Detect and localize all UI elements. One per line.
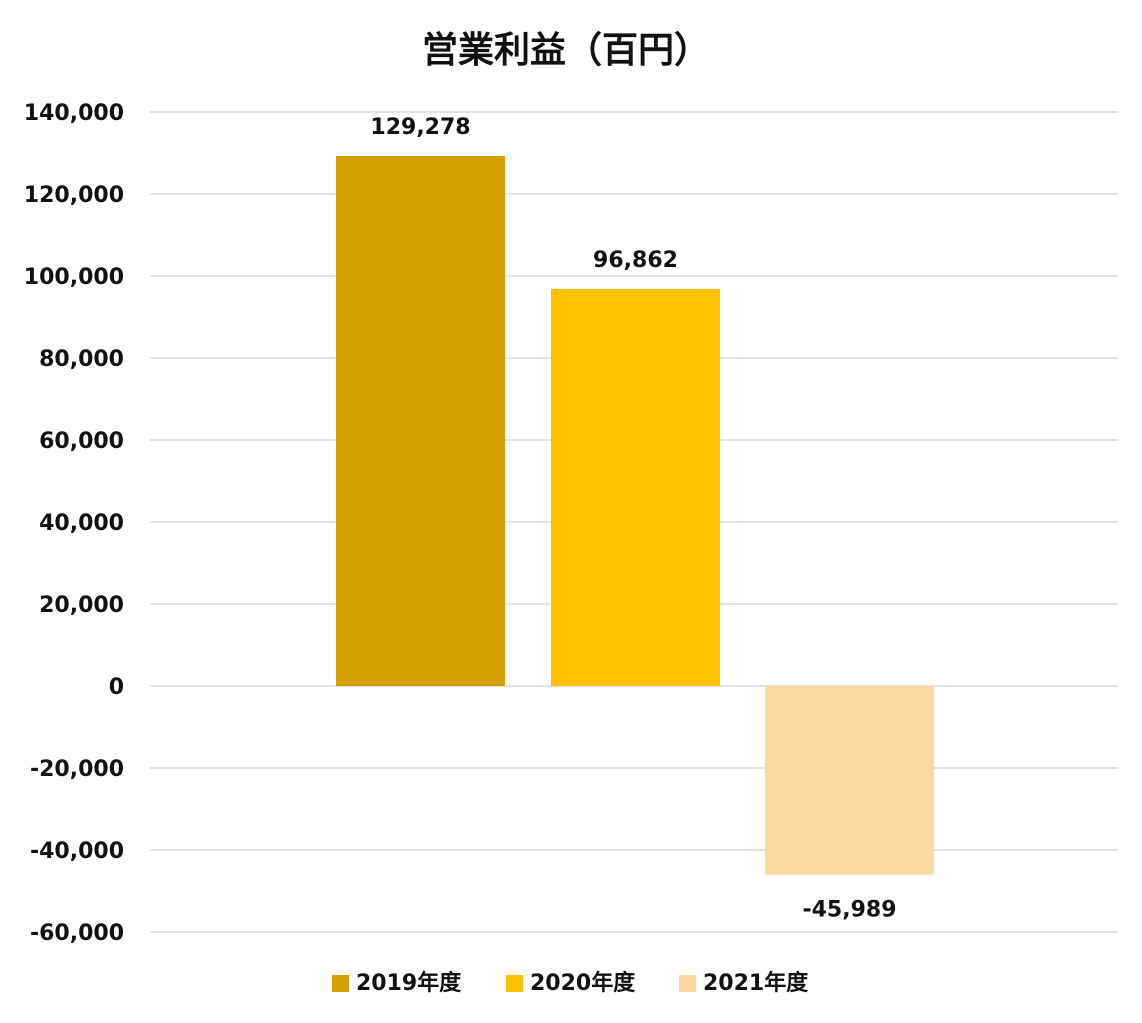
legend: 2019年度 2020年度 2021年度	[332, 970, 809, 996]
y-tick-label: -20,000	[30, 757, 124, 782]
legend-swatch	[506, 975, 523, 992]
y-tick-label: 100,000	[24, 265, 124, 290]
y-tick-label: 80,000	[39, 347, 124, 372]
data-labels: 129,278 96,862 -45,989	[370, 115, 896, 923]
chart-title: 営業利益（百円）	[422, 30, 710, 71]
y-tick-label: -40,000	[30, 839, 124, 864]
data-label: 129,278	[370, 115, 470, 140]
data-label: -45,989	[802, 898, 896, 923]
legend-label: 2021年度	[703, 970, 809, 996]
bar-2019年度	[336, 155, 505, 686]
legend-swatch	[679, 975, 696, 992]
data-label: 96,862	[593, 248, 678, 273]
y-tick-label: 140,000	[24, 101, 124, 126]
legend-swatch	[332, 975, 349, 992]
y-tick-label: 40,000	[39, 511, 124, 536]
y-tick-label: 60,000	[39, 429, 124, 454]
legend-label: 2020年度	[530, 970, 636, 996]
bars	[336, 155, 934, 875]
bar-2020年度	[551, 288, 720, 686]
y-tick-label: -60,000	[30, 921, 124, 946]
legend-label: 2019年度	[356, 970, 462, 996]
y-tick-label: 20,000	[39, 593, 124, 618]
y-tick-label: 120,000	[24, 183, 124, 208]
bar-2021年度	[765, 686, 934, 875]
y-axis-ticks: 140,000 120,000 100,000 80,000 60,000 40,000 2…	[24, 101, 124, 946]
y-tick-label: 0	[109, 675, 124, 700]
